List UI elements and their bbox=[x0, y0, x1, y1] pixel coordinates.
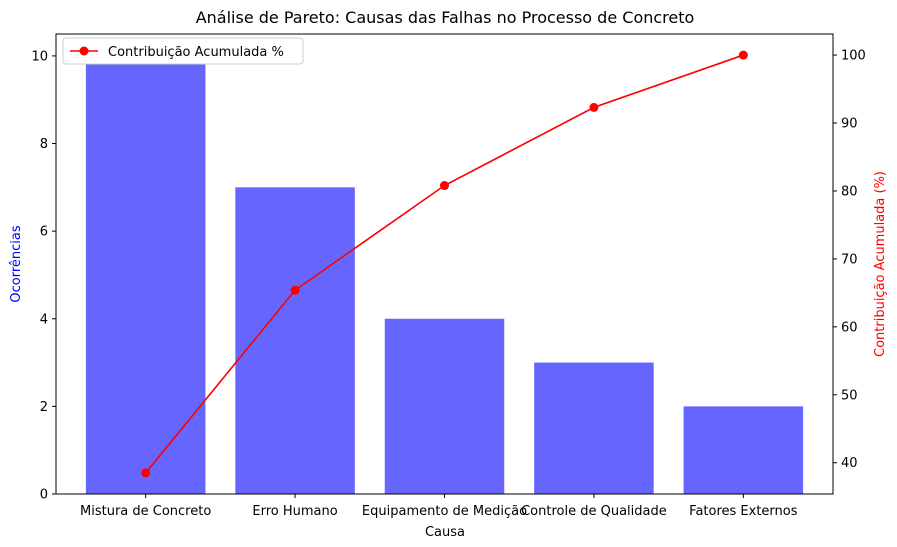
legend: Contribuição Acumulada % bbox=[62, 37, 304, 65]
plot-area bbox=[85, 50, 804, 495]
cumulative-point bbox=[440, 181, 449, 191]
y-axis-left-title: Ocorrências bbox=[9, 225, 24, 302]
y-left-tick-label: 4 bbox=[40, 312, 48, 327]
chart-title: Análise de Pareto: Causas das Falhas no … bbox=[196, 8, 695, 27]
legend-frame bbox=[62, 37, 304, 65]
y-left-tick-label: 8 bbox=[40, 137, 48, 152]
x-tick-label: Erro Humano bbox=[252, 504, 337, 519]
x-tick-label: Controle de Qualidade bbox=[521, 504, 667, 519]
axes: 0 2 4 6 8 10 40 50 60 70 80 90 100 Mistura de Concret… bbox=[31, 33, 866, 519]
y-left-tick-label: 6 bbox=[40, 225, 48, 240]
x-tick-label: Equipamento de Medição bbox=[362, 504, 527, 519]
bar bbox=[384, 318, 505, 494]
legend-label: Contribuição Acumulada % bbox=[108, 45, 284, 60]
x-tick-label: Fatores Externos bbox=[689, 504, 798, 519]
y-right-tick-label: 70 bbox=[841, 252, 858, 267]
y-left-tick-label: 2 bbox=[40, 400, 48, 415]
y-right-tick-label: 40 bbox=[841, 456, 858, 471]
bar bbox=[235, 187, 355, 495]
y-left-tick-label: 0 bbox=[40, 488, 48, 503]
bar bbox=[534, 362, 654, 494]
y-left-tick-label: 10 bbox=[31, 49, 48, 64]
x-axis-title: Causa bbox=[425, 525, 465, 540]
y-right-tick-label: 80 bbox=[841, 184, 858, 199]
y-right-tick-label: 60 bbox=[841, 320, 858, 335]
cumulative-point bbox=[141, 468, 151, 478]
y-right-tick-label: 90 bbox=[841, 117, 858, 132]
cumulative-point bbox=[290, 285, 300, 295]
bar bbox=[683, 406, 804, 494]
cumulative-point bbox=[738, 50, 748, 60]
legend-marker-swatch bbox=[79, 46, 89, 56]
y-right-tick-label: 50 bbox=[841, 388, 858, 403]
cumulative-point bbox=[589, 102, 599, 112]
y-right-tick-label: 100 bbox=[841, 49, 866, 64]
x-tick-label: Mistura de Concreto bbox=[80, 504, 211, 519]
y-axis-right-title: Contribuição Acumulada (%) bbox=[873, 171, 888, 357]
bar bbox=[85, 55, 206, 495]
